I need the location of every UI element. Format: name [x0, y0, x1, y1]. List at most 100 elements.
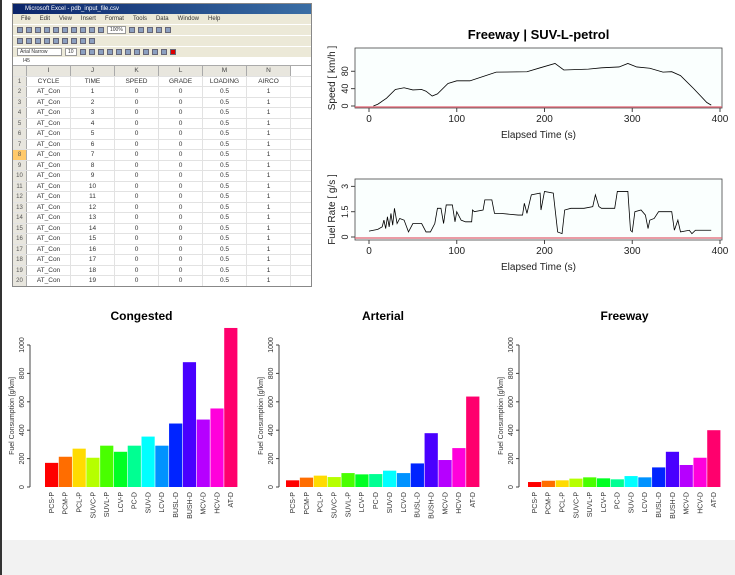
- cell[interactable]: 1: [247, 108, 291, 118]
- cell[interactable]: 0: [159, 265, 203, 275]
- menu-item[interactable]: View: [59, 16, 72, 22]
- row-header[interactable]: 2: [13, 87, 27, 97]
- row-header[interactable]: 18: [13, 255, 27, 265]
- cell[interactable]: 0: [115, 255, 159, 265]
- cell[interactable]: 1: [247, 160, 291, 170]
- cell[interactable]: 19: [71, 276, 115, 286]
- cell[interactable]: 0: [159, 171, 203, 181]
- menu-item[interactable]: Data: [155, 16, 169, 22]
- cell[interactable]: L: [159, 66, 203, 76]
- cell[interactable]: K: [115, 66, 159, 76]
- cell[interactable]: 10: [71, 181, 115, 191]
- font-size-select[interactable]: 10: [65, 48, 77, 56]
- cell[interactable]: M: [203, 66, 247, 76]
- cell[interactable]: 0.5: [203, 234, 247, 244]
- cell[interactable]: 12: [71, 202, 115, 212]
- cell[interactable]: 0: [159, 213, 203, 223]
- row-header[interactable]: 19: [13, 265, 27, 275]
- cell[interactable]: AT_Con: [27, 265, 71, 275]
- cell[interactable]: 0.5: [203, 160, 247, 170]
- cell[interactable]: 0: [159, 223, 203, 233]
- cell[interactable]: AIRCO: [247, 76, 291, 86]
- cell[interactable]: 0: [115, 108, 159, 118]
- cell[interactable]: 0: [115, 97, 159, 107]
- menu-item[interactable]: Format: [104, 16, 124, 22]
- cell[interactable]: 0: [115, 139, 159, 149]
- cell[interactable]: 0.5: [203, 192, 247, 202]
- row-header[interactable]: 15: [13, 223, 27, 233]
- cell[interactable]: 6: [71, 139, 115, 149]
- cell[interactable]: 0.5: [203, 150, 247, 160]
- cell[interactable]: 1: [247, 255, 291, 265]
- cell[interactable]: AT_Con: [27, 87, 71, 97]
- cell[interactable]: 0.5: [203, 181, 247, 191]
- name-box[interactable]: I45: [23, 58, 30, 64]
- font-name-select[interactable]: Arial Narrow: [17, 48, 62, 56]
- cell[interactable]: AT_Con: [27, 276, 71, 286]
- cell[interactable]: GRADE: [159, 76, 203, 86]
- cell[interactable]: 0.5: [203, 255, 247, 265]
- cell[interactable]: 0.5: [203, 223, 247, 233]
- row-header[interactable]: 8: [13, 150, 27, 160]
- cell[interactable]: AT_Con: [27, 213, 71, 223]
- cell[interactable]: AT_Con: [27, 97, 71, 107]
- cell[interactable]: AT_Con: [27, 139, 71, 149]
- cell[interactable]: 1: [247, 202, 291, 212]
- cell[interactable]: 0: [159, 276, 203, 286]
- cell[interactable]: 1: [247, 139, 291, 149]
- cell[interactable]: I: [27, 66, 71, 76]
- cell[interactable]: 0: [115, 129, 159, 139]
- menu-item[interactable]: Window: [177, 16, 199, 22]
- row-header[interactable]: 7: [13, 139, 27, 149]
- cell[interactable]: 0: [115, 87, 159, 97]
- cell[interactable]: 0: [115, 160, 159, 170]
- cell[interactable]: 0: [159, 234, 203, 244]
- row-header[interactable]: 11: [13, 181, 27, 191]
- cell[interactable]: 1: [71, 87, 115, 97]
- cell[interactable]: 0: [159, 129, 203, 139]
- cell[interactable]: 0: [159, 202, 203, 212]
- cell[interactable]: J: [71, 66, 115, 76]
- cell[interactable]: 0: [115, 202, 159, 212]
- menu-item[interactable]: Insert: [80, 16, 96, 22]
- cell[interactable]: AT_Con: [27, 171, 71, 181]
- row-header[interactable]: 6: [13, 129, 27, 139]
- cell[interactable]: 0.5: [203, 213, 247, 223]
- cell[interactable]: AT_Con: [27, 223, 71, 233]
- cell[interactable]: 0: [159, 150, 203, 160]
- cell[interactable]: 0.5: [203, 202, 247, 212]
- cell[interactable]: 0: [159, 97, 203, 107]
- cell[interactable]: TIME: [71, 76, 115, 86]
- cell[interactable]: 0: [159, 160, 203, 170]
- cell[interactable]: 4: [71, 118, 115, 128]
- cell[interactable]: 0.5: [203, 139, 247, 149]
- row-header[interactable]: 12: [13, 192, 27, 202]
- cell[interactable]: 0: [115, 118, 159, 128]
- zoom-select[interactable]: 100%: [107, 26, 126, 34]
- cell[interactable]: AT_Con: [27, 129, 71, 139]
- row-header[interactable]: 14: [13, 213, 27, 223]
- menu-item[interactable]: File: [21, 16, 31, 22]
- cell[interactable]: 0.5: [203, 118, 247, 128]
- cell[interactable]: 8: [71, 160, 115, 170]
- cell[interactable]: 13: [71, 213, 115, 223]
- cell[interactable]: AT_Con: [27, 160, 71, 170]
- row-header[interactable]: 4: [13, 108, 27, 118]
- menu-item[interactable]: Tools: [132, 16, 147, 22]
- cell[interactable]: 0.5: [203, 171, 247, 181]
- row-header[interactable]: [13, 66, 27, 76]
- menu-item[interactable]: Edit: [39, 16, 51, 22]
- cell[interactable]: SPEED: [115, 76, 159, 86]
- cell[interactable]: 0: [159, 118, 203, 128]
- cell[interactable]: 1: [247, 129, 291, 139]
- formula-bar[interactable]: I45: [13, 57, 311, 66]
- cell[interactable]: 1: [247, 192, 291, 202]
- cell[interactable]: 9: [71, 171, 115, 181]
- cell[interactable]: 1: [247, 223, 291, 233]
- menu-item[interactable]: Help: [208, 16, 221, 22]
- cell[interactable]: 14: [71, 223, 115, 233]
- row-header[interactable]: 9: [13, 160, 27, 170]
- cell[interactable]: 0: [159, 108, 203, 118]
- cell[interactable]: 0: [115, 276, 159, 286]
- cell[interactable]: AT_Con: [27, 118, 71, 128]
